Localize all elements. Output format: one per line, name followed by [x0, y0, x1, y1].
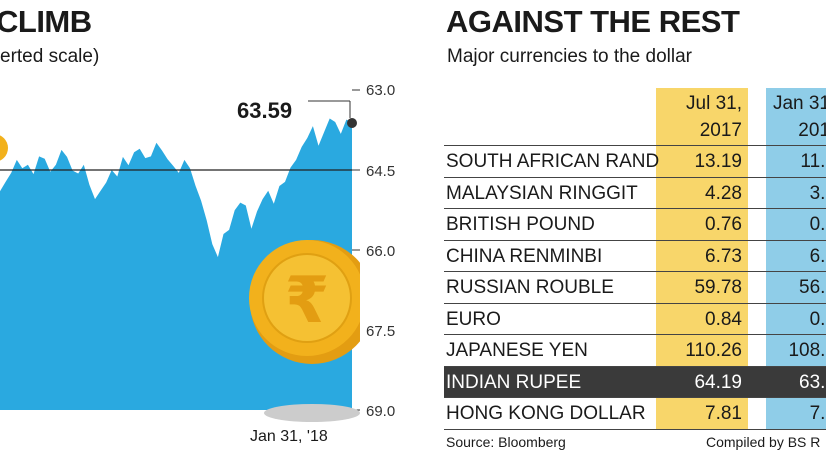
value-jul-2017: 0.76 — [705, 214, 742, 235]
value-jan-2018: 56.1 — [799, 277, 826, 298]
currency-name: RUSSIAN ROUBLE — [446, 277, 614, 298]
cell-background — [766, 398, 826, 430]
y-tick: 63.0 — [366, 82, 396, 99]
table-subtitle: Major currencies to the dollar — [447, 46, 692, 67]
row-divider — [444, 176, 826, 178]
table-row: EURO 0.84 0.8 — [444, 304, 826, 335]
row-divider — [444, 239, 826, 241]
value-jul-2017: 110.26 — [685, 340, 742, 361]
value-jul-2017: 0.84 — [705, 308, 742, 330]
cell-background — [766, 272, 826, 304]
rupee-coin-icon: ₹ — [249, 240, 360, 422]
y-tick: 66.0 — [366, 243, 396, 260]
cell-background — [766, 335, 826, 367]
table-row: BRITISH POUND 0.76 0.7 — [444, 209, 826, 240]
row-divider — [444, 145, 826, 146]
currency-name: EURO — [446, 308, 501, 330]
row-divider — [444, 334, 826, 335]
value-jan-2018: 11.8 — [800, 151, 826, 172]
table-row: MALAYSIAN RINGGIT 4.28 3.9 — [444, 178, 826, 209]
row-divider — [444, 208, 826, 209]
y-tick: 67.5 — [366, 323, 396, 340]
highlight-row-background — [444, 366, 826, 398]
currency-name: MALAYSIAN RINGGIT — [446, 182, 638, 204]
value-jul-2017: 7.81 — [705, 403, 742, 424]
value-jul-2017: 64.19 — [694, 371, 742, 393]
row-divider — [444, 271, 826, 272]
cell-background — [656, 272, 748, 304]
currency-name: JAPANESE YEN — [446, 340, 588, 361]
cell-background — [656, 335, 748, 367]
row-divider — [444, 428, 826, 430]
cell-background — [766, 209, 826, 241]
value-jul-2017: 4.28 — [705, 182, 742, 204]
chart-title: CLIMB — [0, 4, 92, 39]
table-row: JAPANESE YEN 110.26 108.7 — [444, 335, 826, 366]
cell-background — [766, 303, 826, 335]
column-header-jan-2018: Jan 31 201 — [766, 88, 826, 150]
value-jan-2018: 0.7 — [809, 214, 826, 235]
column-header-line: 201 — [798, 120, 826, 141]
x-axis-end-label: Jan 31, '18 — [250, 428, 328, 445]
value-jan-2018: 108.7 — [788, 340, 826, 361]
table-row: CHINA RENMINBI 6.73 6.2 — [444, 241, 826, 272]
coin-icon — [0, 135, 8, 161]
cell-background — [656, 209, 748, 241]
value-jan-2018: 63.5 — [799, 371, 826, 393]
value-jan-2018: 0.8 — [809, 308, 826, 330]
value-jan-2018: 6.2 — [809, 245, 826, 267]
compiled-note: Compiled by BS R — [706, 434, 821, 450]
row-divider — [444, 397, 826, 398]
value-jan-2018: 7.8 — [809, 403, 826, 424]
value-jul-2017: 6.73 — [705, 245, 742, 267]
svg-text:₹: ₹ — [285, 264, 330, 338]
row-divider — [444, 302, 826, 304]
cell-background — [766, 146, 826, 178]
currency-name: SOUTH AFRICAN RAND — [446, 151, 660, 172]
row-divider — [444, 365, 826, 367]
cell-background — [766, 177, 826, 209]
gridlines — [352, 89, 360, 411]
value-jul-2017: 13.19 — [694, 151, 742, 172]
column-header-jul-2017: Jul 31, 2017 — [656, 88, 748, 150]
currency-name: CHINA RENMINBI — [446, 245, 603, 267]
value-jul-2017: 59.78 — [694, 277, 742, 298]
column-header-line: Jan 31 — [772, 93, 826, 114]
column-header-line: Jul 31, — [686, 93, 742, 114]
cell-background — [656, 398, 748, 430]
peak-marker — [347, 118, 357, 128]
chart-subtitle: erted scale) — [0, 46, 100, 67]
area-chart: ₹ — [0, 89, 360, 422]
peak-value-label: 63.59 — [237, 98, 293, 123]
cell-background — [656, 146, 748, 178]
cell-background — [656, 303, 748, 335]
table-row: HONG KONG DOLLAR 7.81 7.8 — [444, 398, 826, 429]
currency-name: HONG KONG DOLLAR — [446, 403, 646, 424]
source-note: Source: Bloomberg — [446, 434, 566, 450]
y-tick: 69.0 — [366, 403, 396, 420]
currency-name: INDIAN RUPEE — [446, 371, 582, 393]
y-tick: 64.5 — [366, 163, 396, 180]
cell-background — [656, 177, 748, 209]
column-header-line: 2017 — [699, 120, 742, 141]
table-row: RUSSIAN ROUBLE 59.78 56.1 — [444, 272, 826, 303]
cell-background — [656, 240, 748, 272]
table-row: SOUTH AFRICAN RAND 13.19 11.8 — [444, 146, 826, 177]
currency-name: BRITISH POUND — [446, 214, 595, 235]
table-title: AGAINST THE REST — [446, 4, 740, 39]
cell-background — [766, 240, 826, 272]
value-jan-2018: 3.9 — [809, 182, 826, 204]
table-row-highlight: INDIAN RUPEE 64.19 63.5 — [444, 367, 826, 398]
